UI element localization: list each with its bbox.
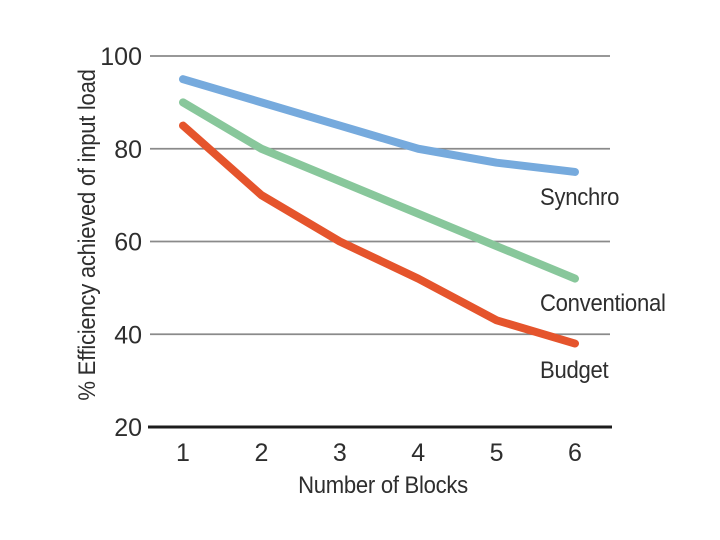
series-label-synchro: Synchro (540, 184, 620, 211)
x-tick-label-6: 6 (568, 439, 582, 467)
series-label-budget: Budget (540, 357, 609, 384)
series-line-synchro (179, 75, 579, 176)
series-line-conventional (179, 98, 579, 283)
x-tick-label-5: 5 (490, 439, 504, 467)
y-tick-label-100: 100 (100, 43, 142, 71)
y-tick-label-20: 20 (114, 414, 142, 442)
y-tick-labels-layer: 100 80 60 40 20 (100, 43, 142, 442)
x-tick-label-3: 3 (333, 439, 347, 467)
x-tick-labels-layer: 1 2 3 4 5 6 (176, 439, 582, 467)
y-tick-label-60: 60 (114, 229, 142, 257)
series-lines-layer (179, 75, 579, 348)
x-axis-title: Number of Blocks (298, 472, 468, 499)
y-axis-title: % Efficiency achieved of input load (74, 69, 101, 401)
x-tick-label-4: 4 (411, 439, 425, 467)
x-tick-label-1: 1 (176, 439, 190, 467)
x-tick-label-2: 2 (254, 439, 268, 467)
series-label-conventional: Conventional (540, 290, 666, 317)
y-tick-label-80: 80 (114, 136, 142, 164)
series-line-budget (179, 121, 579, 348)
y-tick-label-40: 40 (114, 321, 142, 349)
